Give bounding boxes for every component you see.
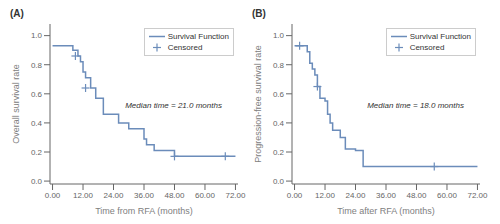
svg-text:48.00: 48.00 — [164, 191, 185, 200]
svg-text:0.00: 0.00 — [287, 191, 303, 200]
html-text:Survival Function: Survival Function — [167, 32, 229, 41]
html-text:(A): (A) — [10, 8, 24, 19]
svg-text:60.00: 60.00 — [195, 191, 216, 200]
html-text:Median time = 21.0 months: Median time = 21.0 months — [125, 100, 222, 110]
html-text:Censored: Censored — [409, 43, 445, 52]
svg-text:60.00: 60.00 — [437, 191, 458, 200]
svg-text:Overall survival rate: Overall survival rate — [11, 64, 21, 144]
svg-text:0.0: 0.0 — [273, 177, 285, 186]
html-text:Median time = 18.0 months: Median time = 18.0 months — [367, 100, 464, 110]
svg-text:24.00: 24.00 — [345, 191, 366, 200]
svg-text:36.00: 36.00 — [134, 191, 155, 200]
svg-text:0.2: 0.2 — [273, 148, 285, 157]
svg-text:0.2: 0.2 — [31, 148, 43, 157]
html-text:Survival Function: Survival Function — [409, 32, 471, 41]
svg-text:Time after RFA (months): Time after RFA (months) — [337, 206, 435, 216]
svg-text:0.4: 0.4 — [273, 119, 285, 128]
svg-text:24.00: 24.00 — [103, 191, 124, 200]
svg-text:48.00: 48.00 — [406, 191, 427, 200]
svg-text:0.8: 0.8 — [31, 61, 43, 70]
svg-text:0.0: 0.0 — [31, 177, 43, 186]
svg-text:0.4: 0.4 — [31, 119, 43, 128]
svg-text:72.00: 72.00 — [467, 191, 488, 200]
svg-text:1.0: 1.0 — [273, 31, 285, 40]
svg-text:12.00: 12.00 — [73, 191, 94, 200]
svg-text:12.00: 12.00 — [315, 191, 336, 200]
svg-text:36.00: 36.00 — [376, 191, 397, 200]
svg-text:72.00: 72.00 — [225, 191, 246, 200]
svg-text:0.8: 0.8 — [273, 61, 285, 70]
html-text:(B): (B) — [252, 8, 266, 19]
svg-text:0.6: 0.6 — [273, 90, 285, 99]
svg-text:0.6: 0.6 — [31, 90, 43, 99]
svg-text:0.00: 0.00 — [45, 191, 61, 200]
svg-text:Progression-free survival rate: Progression-free survival rate — [253, 45, 263, 163]
svg-text:Time from RFA (months): Time from RFA (months) — [95, 206, 193, 216]
html-text:Censored: Censored — [167, 43, 203, 52]
svg-text:1.0: 1.0 — [31, 31, 43, 40]
